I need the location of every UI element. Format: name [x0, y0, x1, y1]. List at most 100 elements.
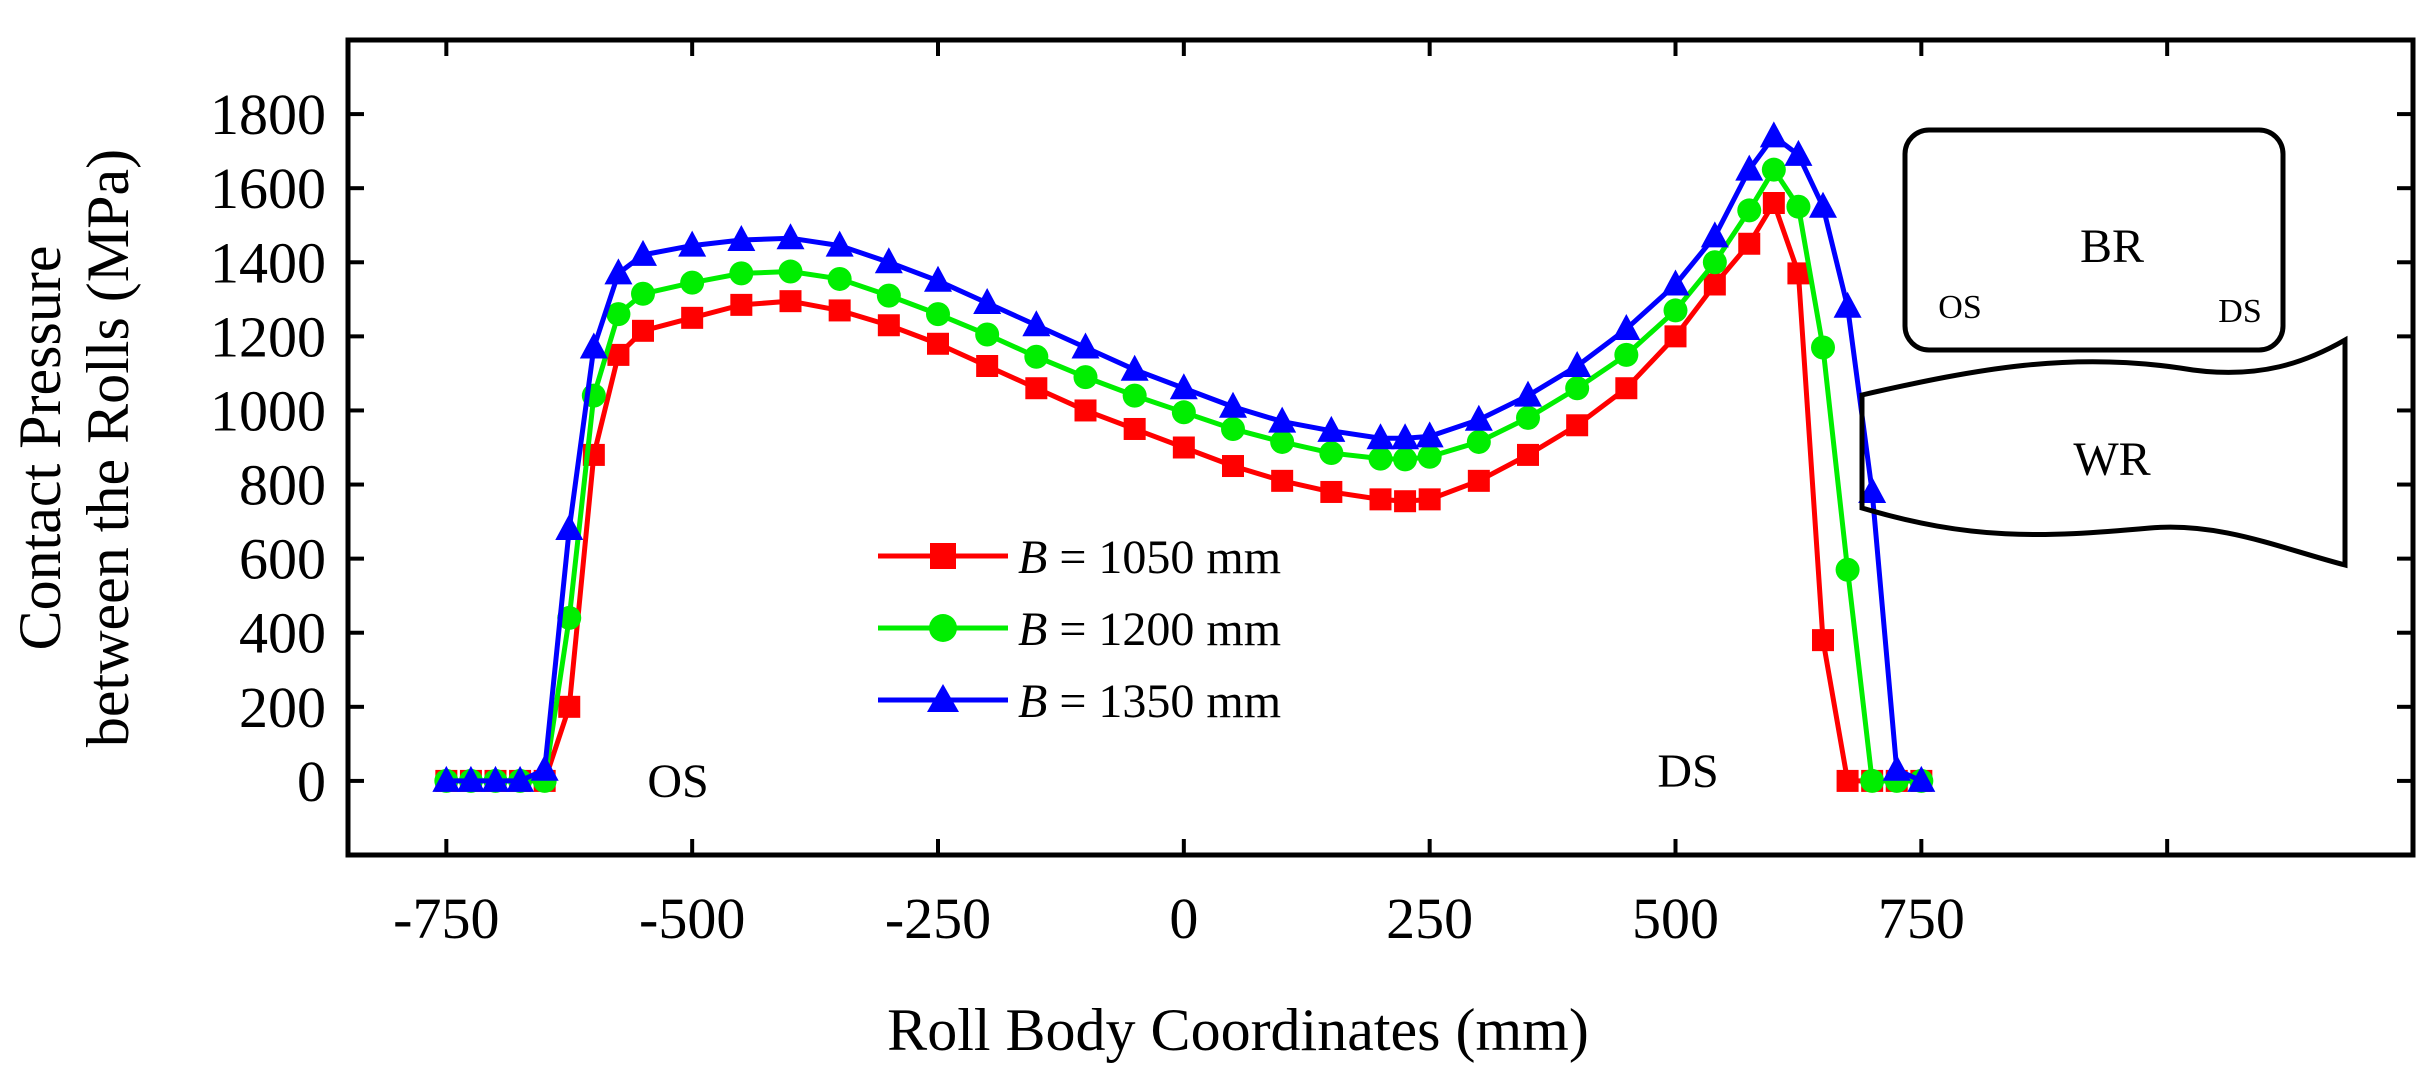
data-point: [825, 230, 854, 257]
x-axis-title: Roll Body Coordinates (mm): [887, 997, 1589, 1063]
data-point: [1417, 444, 1442, 469]
y-tick-label: 800: [239, 453, 326, 518]
y-tick-label: 0: [297, 749, 326, 814]
data-point: [1025, 377, 1048, 400]
data-point: [1514, 380, 1542, 407]
annotation-ds: DS: [1657, 745, 1718, 798]
data-point: [976, 355, 999, 377]
data-point: [1516, 405, 1540, 430]
plot-frame: [345, 37, 2416, 858]
data-point: [1120, 354, 1149, 381]
data-point: [1222, 455, 1244, 478]
y-tick-label: 1600: [210, 156, 326, 221]
data-point: [729, 261, 754, 286]
data-point: [776, 223, 805, 250]
y-tick-labels: 0 200 400 600 800 1000 1200 1400 1600 1800: [210, 82, 326, 814]
data-point: [1809, 191, 1837, 218]
data-point: [1565, 376, 1590, 401]
data-point: [730, 293, 753, 316]
data-point: [975, 322, 1000, 347]
data-point: [926, 302, 950, 327]
data-point: [874, 247, 903, 274]
data-point: [1368, 446, 1393, 471]
backup-roll-label: BR: [2080, 220, 2144, 273]
data-point: [607, 343, 630, 366]
data-point: [727, 225, 756, 252]
data-point: [827, 266, 852, 291]
data-point: [877, 314, 900, 337]
data-point: [1738, 232, 1761, 255]
data-point: [604, 258, 633, 285]
data-point: [1700, 221, 1729, 248]
x-tick-label: 0: [1169, 886, 1198, 951]
data-point: [1612, 313, 1641, 340]
data-point: [606, 302, 631, 327]
annotation-os: OS: [647, 755, 708, 808]
data-point: [530, 754, 559, 781]
data-point: [1759, 121, 1788, 148]
series-line: [446, 167, 1922, 784]
legend-marker-1200: [929, 614, 957, 642]
data-point: [506, 765, 535, 792]
data-point: [1271, 469, 1294, 492]
data-point: [681, 306, 704, 329]
series-layer: [432, 121, 1936, 793]
data-point: [1517, 443, 1539, 466]
data-point: [1464, 404, 1493, 431]
data-point: [1172, 436, 1195, 459]
x-tick-label: 750: [1878, 886, 1965, 951]
x-tick-label: 250: [1386, 886, 1473, 951]
data-point: [1836, 769, 1859, 792]
y-axis-title-line2: between the Rolls (MPa): [75, 149, 141, 747]
legend-label-1200: B = 1200 mm: [1018, 603, 1281, 656]
data-point: [1858, 476, 1887, 503]
data-point: [1811, 335, 1835, 360]
data-point: [1761, 157, 1786, 182]
roll-inset: BR OS DS WR: [1859, 127, 2348, 569]
x-tick-label: -500: [639, 886, 745, 951]
data-point: [828, 299, 851, 322]
data-point: [1735, 154, 1764, 181]
legend-label-1050: B = 1050 mm: [1018, 531, 1281, 584]
x-tick-label: -750: [393, 886, 499, 951]
x-tick-labels: -750 -500 -250 0 250 500 750: [393, 886, 1965, 951]
data-point: [481, 765, 510, 792]
series-line: [446, 133, 1923, 784]
data-point: [1317, 415, 1346, 442]
data-point: [631, 281, 655, 306]
data-point: [1566, 414, 1589, 437]
data-point: [1737, 198, 1762, 223]
data-point: [973, 288, 1002, 315]
data-point: [678, 230, 707, 257]
data-point: [1391, 423, 1420, 450]
data-point: [876, 283, 901, 308]
legend-marker-1050: [930, 543, 956, 569]
y-tick-label: 1000: [210, 378, 326, 443]
y-tick-label: 600: [239, 527, 326, 592]
data-point: [1169, 373, 1198, 400]
data-point: [779, 290, 802, 313]
data-point: [432, 765, 461, 792]
data-point: [1366, 423, 1395, 450]
legend-entry-1200: B = 1200 mm: [878, 603, 1281, 656]
data-point: [1835, 557, 1860, 582]
data-point: [1860, 768, 1885, 793]
legend-entry-1350: B = 1350 mm: [878, 675, 1281, 728]
backup-roll-outline: [1902, 127, 2286, 353]
series-line: [446, 200, 1922, 784]
data-point: [1123, 417, 1146, 440]
y-tick-label: 1800: [210, 82, 326, 147]
data-point: [1073, 365, 1098, 390]
data-point: [1882, 754, 1911, 781]
data-point: [1663, 298, 1688, 323]
inset-os-label: OS: [1938, 289, 1981, 326]
data-point: [1664, 325, 1687, 348]
y-axis-title-line1: Contact Pressure: [7, 246, 73, 651]
inset-ds-label: DS: [2218, 293, 2261, 330]
legend-label-1350: B = 1350 mm: [1018, 675, 1281, 728]
data-point: [632, 319, 654, 342]
data-point: [1074, 399, 1097, 422]
data-point: [1024, 344, 1049, 369]
data-point: [1703, 273, 1726, 296]
